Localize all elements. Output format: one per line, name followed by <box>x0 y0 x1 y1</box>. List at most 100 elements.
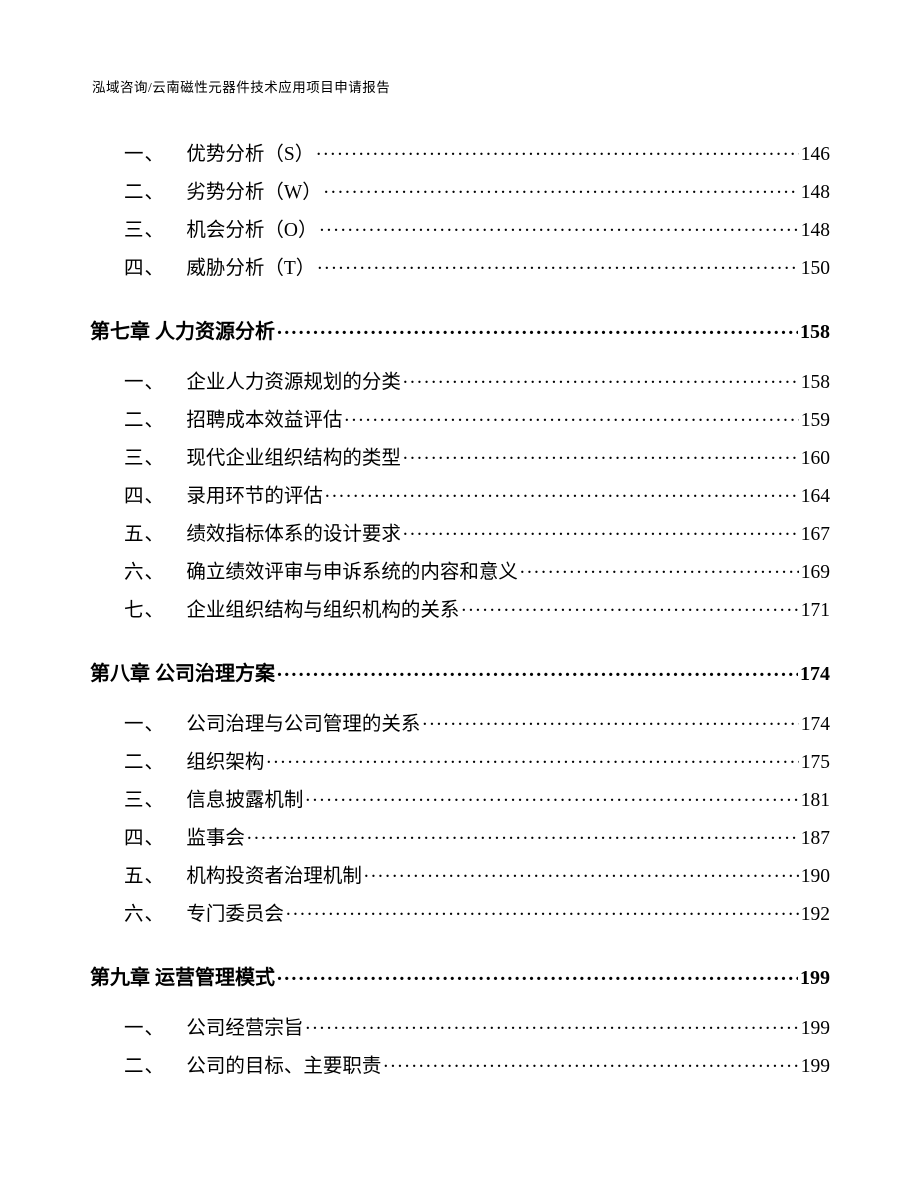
toc-page-number: 181 <box>801 791 830 811</box>
toc-entry-title: 机会分析（O） <box>186 220 317 241</box>
toc-section-line: 一、企业人力资源规划的分类 158 <box>90 368 830 392</box>
toc-leader-dots <box>403 520 799 540</box>
toc-entry-prefix: 二、 <box>124 183 186 203</box>
toc-entry-prefix: 一、 <box>124 145 186 165</box>
toc-entry-label: 六、专门委员会 <box>124 905 284 925</box>
toc-entry-title: 现代企业组织结构的类型 <box>186 448 401 469</box>
toc-entry-prefix: 一、 <box>124 373 186 393</box>
toc-entry-prefix: 二、 <box>124 753 186 773</box>
toc-leader-dots <box>403 444 799 464</box>
toc-entry-label: 一、公司经营宗旨 <box>124 1019 303 1039</box>
toc-section-line: 五、绩效指标体系的设计要求 167 <box>90 520 830 544</box>
toc-entry-label: 三、信息披露机制 <box>124 791 303 811</box>
toc-leader-dots <box>319 216 798 236</box>
toc-entry-label: 七、企业组织结构与组织机构的关系 <box>124 601 459 621</box>
page-header: 泓域咨询/云南磁性元器件技术应用项目申请报告 <box>90 76 830 96</box>
toc-entry-title: 绩效指标体系的设计要求 <box>186 524 401 545</box>
toc-section-line: 六、确立绩效评审与申诉系统的内容和意义 169 <box>90 558 830 582</box>
toc-section-line: 四、录用环节的评估164 <box>90 482 830 506</box>
toc-section-line: 三、现代企业组织结构的类型 160 <box>90 444 830 468</box>
toc-entry-title: 公司经营宗旨 <box>186 1018 303 1039</box>
toc-leader-dots <box>277 660 798 680</box>
toc-page-number: 174 <box>801 715 830 735</box>
toc-leader-dots <box>286 900 799 920</box>
toc-entry-label: 六、确立绩效评审与申诉系统的内容和意义 <box>124 563 518 583</box>
toc-page-number: 158 <box>800 322 830 342</box>
toc-page-number: 146 <box>801 145 830 165</box>
toc-leader-dots <box>520 558 799 578</box>
toc-entry-label: 三、机会分析（O） <box>124 221 317 241</box>
toc-page-number: 150 <box>801 259 830 279</box>
toc-section-line: 二、公司的目标、主要职责 199 <box>90 1052 830 1076</box>
toc-leader-dots <box>364 862 799 882</box>
toc-entry-prefix: 二、 <box>124 411 186 431</box>
toc-page-number: 199 <box>800 968 830 988</box>
toc-entry-label: 三、现代企业组织结构的类型 <box>124 449 401 469</box>
toc-page-number: 160 <box>801 449 830 469</box>
toc-entry-label: 五、绩效指标体系的设计要求 <box>124 525 401 545</box>
toc-page-number: 169 <box>801 563 830 583</box>
toc-entry-label: 五、机构投资者治理机制 <box>124 867 362 887</box>
toc-section-line: 二、组织架构 175 <box>90 748 830 772</box>
toc-entry-prefix: 二、 <box>124 1057 186 1077</box>
toc-entry-title: 组织架构 <box>186 752 264 773</box>
toc-entry-label: 二、组织架构 <box>124 753 264 773</box>
toc-entry-prefix: 五、 <box>124 867 186 887</box>
toc-entry-title: 优势分析（S） <box>186 144 314 165</box>
toc-page-number: 167 <box>801 525 830 545</box>
toc-leader-dots <box>317 254 798 274</box>
toc-leader-dots <box>316 140 799 160</box>
toc-chapter-line: 第八章 公司治理方案 174 <box>90 660 830 684</box>
toc-entry-title: 劣势分析（W） <box>186 182 321 203</box>
toc-page-number: 187 <box>801 829 830 849</box>
toc-section-line: 一、公司经营宗旨199 <box>90 1014 830 1038</box>
toc-entry-label: 二、招聘成本效益评估 <box>124 411 342 431</box>
toc-entry-title: 确立绩效评审与申诉系统的内容和意义 <box>186 562 518 583</box>
toc-entry-label: 一、优势分析（S） <box>124 145 314 165</box>
toc-entry-title: 录用环节的评估 <box>186 486 323 507</box>
toc-section-line: 六、专门委员会 192 <box>90 900 830 924</box>
toc-entry-label: 四、监事会 <box>124 829 245 849</box>
toc-page-number: 159 <box>801 411 830 431</box>
toc-entry-label: 一、公司治理与公司管理的关系 <box>124 715 420 735</box>
toc-leader-dots <box>403 368 799 388</box>
toc-entry-prefix: 三、 <box>124 221 186 241</box>
toc-page-number: 175 <box>801 753 830 773</box>
document-page: 泓域咨询/云南磁性元器件技术应用项目申请报告 一、优势分析（S）146二、劣势分… <box>0 0 920 1191</box>
toc-entry-prefix: 一、 <box>124 715 186 735</box>
toc-leader-dots <box>305 786 798 806</box>
toc-section-line: 二、招聘成本效益评估 159 <box>90 406 830 430</box>
toc-leader-dots <box>461 596 798 616</box>
toc-entry-title: 信息披露机制 <box>186 790 303 811</box>
toc-entry-label: 第八章 公司治理方案 <box>90 664 275 684</box>
toc-leader-dots <box>383 1052 798 1072</box>
toc-entry-title: 专门委员会 <box>186 904 284 925</box>
toc-page-number: 158 <box>801 373 830 393</box>
toc-entry-label: 二、公司的目标、主要职责 <box>124 1057 381 1077</box>
toc-page-number: 171 <box>801 601 830 621</box>
toc-leader-dots <box>344 406 798 426</box>
toc-page-number: 174 <box>800 664 830 684</box>
toc-leader-dots <box>266 748 798 768</box>
toc-entry-prefix: 七、 <box>124 601 186 621</box>
toc-entry-prefix: 四、 <box>124 259 186 279</box>
toc-entry-title: 企业组织结构与组织机构的关系 <box>186 600 459 621</box>
toc-section-line: 四、监事会 187 <box>90 824 830 848</box>
toc-entry-label: 四、威胁分析（T） <box>124 259 315 279</box>
toc-section-line: 四、威胁分析（T） 150 <box>90 254 830 278</box>
toc-leader-dots <box>277 964 798 984</box>
toc-section-line: 三、机会分析（O） 148 <box>90 216 830 240</box>
toc-page-number: 164 <box>801 487 830 507</box>
table-of-contents: 一、优势分析（S）146二、劣势分析（W）148三、机会分析（O）148四、威胁… <box>90 140 830 1076</box>
toc-page-number: 148 <box>801 221 830 241</box>
toc-entry-title: 公司的目标、主要职责 <box>186 1056 381 1077</box>
toc-entry-title: 企业人力资源规划的分类 <box>186 372 401 393</box>
toc-entry-title: 威胁分析（T） <box>186 258 315 279</box>
toc-chapter-line: 第七章 人力资源分析158 <box>90 318 830 342</box>
toc-entry-prefix: 三、 <box>124 449 186 469</box>
toc-leader-dots <box>324 178 799 198</box>
toc-page-number: 199 <box>801 1057 830 1077</box>
toc-entry-prefix: 一、 <box>124 1019 186 1039</box>
toc-page-number: 192 <box>801 905 830 925</box>
toc-leader-dots <box>277 318 798 338</box>
